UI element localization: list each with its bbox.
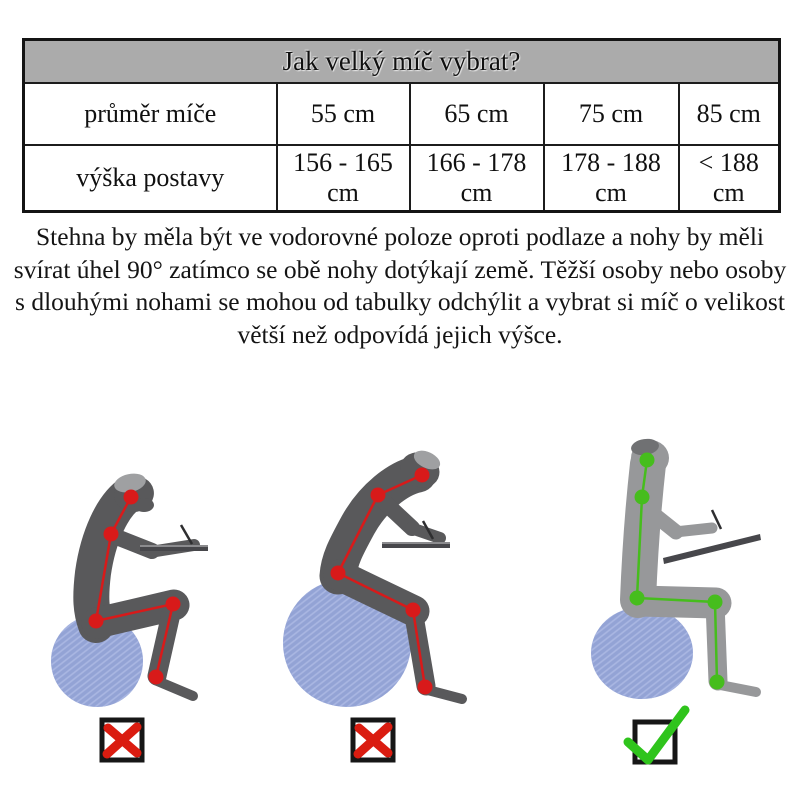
diameter-row: průměr míče 55 cm 65 cm 75 cm 85 cm (22, 82, 781, 146)
clipboard (663, 534, 761, 564)
joint-dot (414, 467, 430, 483)
height-range-2: 166 - 178 cm (408, 144, 545, 213)
verdict-2-incorrect (350, 717, 396, 763)
joint-dot (707, 594, 723, 610)
instructions-paragraph: Stehna by měla být ve vodorovné poloze o… (13, 222, 787, 349)
joint-dot (88, 613, 104, 629)
desk-edge (140, 545, 208, 547)
diameter-65: 65 cm (408, 82, 545, 146)
verdict-1-incorrect (99, 717, 145, 763)
joint-dot (103, 526, 119, 542)
diameter-75: 75 cm (542, 82, 680, 146)
joint-dots (629, 452, 725, 690)
height-range-1: 156 - 165 cm (275, 144, 411, 213)
height-row-label: výška postavy (22, 144, 278, 213)
cross-icon (102, 722, 142, 759)
exercise-ball-stripes (591, 607, 693, 699)
foot (150, 675, 198, 701)
joint-dot (165, 596, 181, 612)
joint-dots (330, 467, 433, 695)
pen-icon (710, 509, 723, 530)
joint-dot (417, 679, 433, 695)
height-range-4: < 188 cm (677, 144, 781, 213)
figure-ball-too-small (51, 473, 208, 707)
height-row: výška postavy 156 - 165 cm 166 - 178 cm … (22, 144, 781, 213)
jaw (134, 498, 154, 512)
joint-dot (634, 489, 650, 505)
forearm (405, 522, 446, 544)
joint-dot (123, 489, 139, 505)
thigh (623, 585, 732, 619)
pen-icon (179, 524, 194, 545)
table-title-row: Jak velký míč vybrat? (22, 38, 781, 84)
check-icon (623, 705, 690, 765)
joint-dot (639, 452, 655, 468)
hair (114, 473, 146, 493)
joint-dot (148, 669, 164, 685)
hair (631, 438, 659, 456)
diameter-55: 55 cm (275, 82, 411, 146)
forearm (669, 522, 718, 538)
table-title: Jak velký míč vybrat? (22, 38, 781, 84)
height-range-3: 178 - 188 cm (542, 144, 680, 213)
joint-dots (88, 489, 181, 685)
desk-edge (382, 542, 450, 544)
exercise-ball-stripes (51, 615, 143, 707)
upper-arm (638, 500, 684, 540)
figure-hunched-posture (283, 450, 467, 707)
verdict-3-correct (623, 705, 690, 765)
joint-dot (405, 602, 421, 618)
pen-icon (421, 520, 435, 540)
desk (382, 542, 450, 548)
joint-dot (370, 487, 386, 503)
joint-dot (629, 590, 645, 606)
thigh (81, 589, 190, 639)
desk (140, 545, 208, 551)
hair (413, 450, 441, 470)
joint-dot (709, 674, 725, 690)
cross-icon (353, 722, 393, 759)
upper-arm (374, 492, 420, 536)
ball-size-table: Jak velký míč vybrat? průměr míče 55 cm … (22, 38, 781, 213)
diameter-row-label: průměr míče (22, 82, 278, 146)
figure-correct-posture (591, 438, 761, 699)
diameter-85: 85 cm (677, 82, 781, 146)
joint-dot (330, 565, 346, 581)
